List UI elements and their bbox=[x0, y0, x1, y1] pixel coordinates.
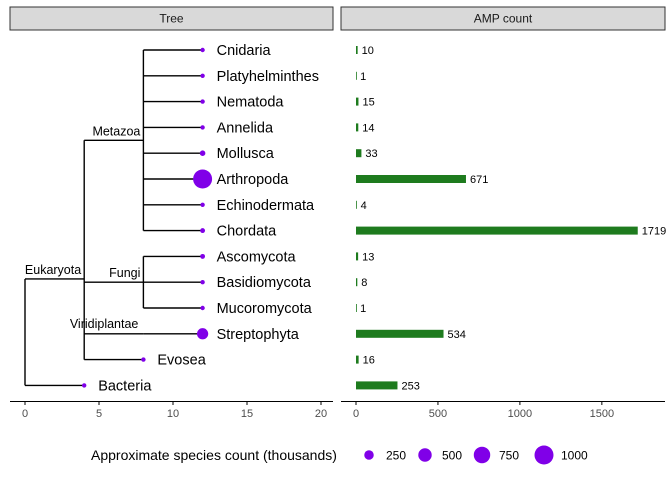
tree-x-tick-label: 20 bbox=[315, 408, 327, 420]
tree-x-tick-label: 0 bbox=[22, 408, 28, 420]
tip-label: Arthropoda bbox=[217, 172, 290, 188]
amp-bar-label: 4 bbox=[361, 200, 367, 212]
tree-x-tick-label: 5 bbox=[96, 408, 102, 420]
legend-title: Approximate species count (thousands) bbox=[91, 447, 337, 463]
amp-bar-label: 14 bbox=[362, 122, 374, 134]
amp-bar bbox=[356, 355, 359, 364]
amp-bar-label: 15 bbox=[362, 97, 374, 109]
amp-bar bbox=[356, 200, 357, 209]
amp-x-tick-label: 0 bbox=[353, 408, 359, 420]
amp-bar-label: 1719 bbox=[642, 226, 666, 238]
tip-point bbox=[82, 383, 87, 388]
amp-x-tick-label: 1000 bbox=[508, 408, 532, 420]
amp-bar-label: 534 bbox=[448, 329, 466, 341]
amp-bar bbox=[356, 381, 398, 390]
amp-bar-label: 33 bbox=[365, 148, 377, 160]
amp-bar bbox=[356, 71, 357, 80]
amp-bar-label: 8 bbox=[361, 277, 367, 289]
tip-point bbox=[200, 228, 206, 234]
amp-bar-label: 1 bbox=[360, 71, 366, 83]
amp-x-tick-label: 500 bbox=[429, 408, 447, 420]
tip-label: Chordata bbox=[217, 224, 278, 240]
tip-label: Mucoromycota bbox=[217, 301, 313, 317]
tip-point bbox=[141, 357, 146, 362]
clade-label: Viridiplantae bbox=[70, 317, 139, 331]
tip-point bbox=[200, 99, 205, 104]
tip-label: Nematoda bbox=[217, 95, 285, 111]
amp-panel-strip bbox=[340, 6, 666, 31]
tree-layer: Eukaryota Metazoa Fungi Viridiplantae Cnidar… bbox=[22, 43, 327, 420]
tree-x-tick-label: 15 bbox=[241, 408, 253, 420]
amp-bar bbox=[356, 226, 638, 235]
amp-bar-label: 253 bbox=[401, 380, 419, 392]
amp-bar-label: 10 bbox=[362, 45, 374, 57]
tip-point bbox=[199, 150, 206, 156]
amp-bar-label: 13 bbox=[362, 251, 374, 263]
legend-key bbox=[473, 446, 491, 464]
legend-key bbox=[364, 450, 374, 460]
tip-point bbox=[200, 47, 205, 53]
tip-label: Mollusca bbox=[217, 146, 275, 162]
tip-label: Bacteria bbox=[98, 378, 152, 394]
amp-bar bbox=[356, 123, 359, 132]
amp-bar bbox=[356, 278, 358, 287]
tip-point bbox=[200, 125, 205, 130]
tip-point bbox=[200, 202, 205, 207]
amp-bar-label: 1 bbox=[360, 303, 366, 315]
tip-label: Basidiomycota bbox=[217, 275, 312, 291]
tip-point bbox=[200, 280, 205, 285]
legend-label: 1000 bbox=[561, 449, 588, 463]
legend-key bbox=[418, 448, 432, 462]
tip-label: Platyhelminthes bbox=[217, 69, 319, 85]
amp-bar bbox=[356, 304, 357, 312]
tip-point bbox=[193, 169, 213, 189]
tip-point bbox=[196, 328, 209, 340]
tip-label: Streptophyta bbox=[217, 327, 300, 343]
tip-label: Annelida bbox=[217, 120, 274, 136]
legend-key bbox=[534, 445, 554, 465]
amp-panel-title: AMP count bbox=[474, 12, 533, 26]
amp-bar bbox=[356, 97, 359, 106]
tree-x-tick-label: 10 bbox=[167, 408, 179, 420]
clade-label: Fungi bbox=[109, 266, 140, 280]
amp-bar-label: 671 bbox=[470, 174, 488, 186]
legend-label: 500 bbox=[442, 449, 462, 463]
tree-panel-title: Tree bbox=[159, 12, 184, 26]
clade-label: Eukaryota bbox=[25, 263, 81, 277]
amp-bar bbox=[356, 149, 362, 158]
amp-bar-label: 16 bbox=[363, 355, 375, 367]
legend: Approximate species count (thousands) 25… bbox=[91, 445, 588, 465]
tip-point bbox=[200, 253, 206, 259]
amp-bar bbox=[356, 46, 358, 54]
legend-label: 750 bbox=[499, 449, 519, 463]
tip-point bbox=[200, 305, 205, 311]
tip-label: Cnidaria bbox=[217, 43, 272, 59]
tip-label: Evosea bbox=[157, 353, 206, 369]
clade-label: Metazoa bbox=[92, 124, 140, 138]
bar-layer: 10 1 15 14 33 671 4 1719 13 8 1 534 16 253 0 500 1000 150… bbox=[353, 45, 666, 420]
legend-label: 250 bbox=[386, 449, 406, 463]
tip-label: Ascomycota bbox=[217, 249, 297, 265]
tree-panel-strip bbox=[9, 6, 334, 31]
amp-bar bbox=[356, 175, 466, 183]
tip-point bbox=[200, 73, 205, 79]
amp-bar bbox=[356, 329, 444, 338]
amp-x-tick-label: 1500 bbox=[590, 408, 614, 420]
tip-label: Echinodermata bbox=[217, 198, 315, 214]
amp-bar bbox=[356, 252, 359, 261]
